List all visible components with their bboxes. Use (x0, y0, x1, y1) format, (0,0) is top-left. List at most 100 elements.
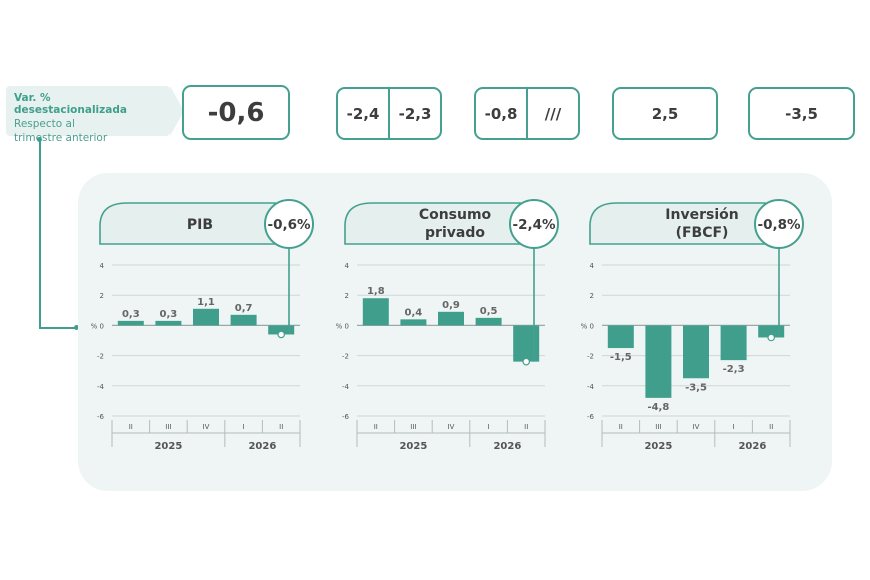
summary-value: -0,6 (207, 97, 265, 128)
y-axis-unit: % (336, 322, 343, 330)
y-tick-label: -4 (97, 383, 105, 391)
summary-box-5: -3,5 (748, 87, 855, 140)
chart-header-tab (344, 202, 521, 245)
highlight-marker (277, 330, 286, 339)
bar (155, 320, 182, 326)
x-tick-label: III (165, 423, 171, 431)
bar-value-label: 0,5 (480, 306, 498, 317)
highlight-value: -0,6% (267, 217, 311, 233)
y-tick-label: -2 (587, 353, 594, 361)
y-tick-label: -6 (587, 413, 595, 421)
x-tick-label: II (769, 423, 773, 431)
y-tick-label: -2 (342, 353, 349, 361)
series-label-arrow (170, 86, 184, 136)
bar-value-label: -3,5 (685, 382, 707, 393)
bar (268, 325, 295, 335)
connector-dot-top (37, 137, 42, 142)
connector-line-horizontal (39, 327, 76, 329)
bar (645, 325, 672, 398)
highlight-value: -0,8% (757, 217, 801, 233)
x-tick-label: II (279, 423, 283, 431)
highlight-value: -2,4% (512, 217, 556, 233)
bar (758, 325, 785, 338)
y-tick-label: 4 (590, 262, 595, 270)
y-tick-label: 0 (590, 322, 594, 330)
bar-value-label: 0,3 (160, 309, 178, 320)
x-tick-label: II (619, 423, 623, 431)
bar (438, 311, 464, 326)
bar-value-label: -2,3 (723, 364, 745, 375)
x-tick-label: III (410, 423, 416, 431)
bar-value-label: 1,1 (197, 297, 215, 308)
x-tick-label: I (733, 423, 735, 431)
bar (230, 314, 257, 326)
year-label: 2025 (644, 441, 672, 452)
year-label: 2026 (493, 441, 521, 452)
bar (117, 320, 144, 326)
bar (720, 325, 747, 361)
connector-dot-end (74, 325, 79, 330)
summary-value: /// (526, 89, 578, 138)
y-tick-label: -2 (97, 353, 104, 361)
series-label-box: Var. % desestacionalizada Respecto al tr… (6, 86, 170, 144)
summary-value: 2,5 (651, 104, 679, 123)
chart-title-line2: (FBCF) (676, 225, 729, 241)
x-tick-label: IV (448, 423, 455, 431)
x-tick-label: II (374, 423, 378, 431)
bar (683, 325, 709, 379)
bar (475, 317, 502, 326)
series-label-subtitle-1: Respecto al (14, 118, 75, 130)
y-tick-label: -4 (587, 383, 595, 391)
bar-value-label: 0,7 (235, 303, 253, 314)
chart-title-line1: Consumo (419, 207, 492, 223)
y-tick-label: 0 (345, 322, 349, 330)
summary-box-pib: -0,6 (182, 85, 290, 140)
y-tick-label: 2 (345, 292, 349, 300)
summary-box-4: 2,5 (612, 87, 718, 140)
year-label: 2026 (248, 441, 276, 452)
chart-title: PIB (187, 217, 213, 233)
summary-value: -0,8 (484, 104, 518, 123)
x-tick-label: II (129, 423, 133, 431)
x-tick-label: III (655, 423, 661, 431)
chart-header-tab (589, 202, 766, 245)
bar-value-label: 0,4 (405, 307, 423, 318)
bar (513, 325, 540, 362)
summary-value: -2,3 (388, 89, 440, 138)
bar-value-label: -4,8 (647, 402, 669, 413)
highlight-marker (522, 357, 531, 366)
x-tick-label: I (488, 423, 490, 431)
y-tick-label: 0 (100, 322, 104, 330)
y-tick-label: 4 (345, 262, 350, 270)
x-tick-label: IV (203, 423, 210, 431)
y-axis-unit: % (91, 322, 98, 330)
y-tick-label: -4 (342, 383, 350, 391)
highlight-marker (767, 333, 776, 342)
x-tick-label: II (524, 423, 528, 431)
y-tick-label: -6 (342, 413, 350, 421)
chart-header-tab (99, 202, 276, 245)
bar-value-label: 1,8 (367, 286, 385, 297)
bar-value-label: -1,5 (610, 352, 632, 363)
y-tick-label: 2 (590, 292, 594, 300)
bar (607, 325, 634, 349)
y-tick-label: 4 (100, 262, 105, 270)
series-label-title: Var. % desestacionalizada (14, 92, 127, 116)
year-label: 2026 (738, 441, 766, 452)
bar-value-label: 0,3 (122, 309, 140, 320)
summary-box-consumo: -2,4 -2,3 (336, 87, 442, 140)
y-tick-label: 2 (100, 292, 104, 300)
summary-value: -2,4 (346, 104, 380, 123)
summary-value: -3,5 (785, 104, 818, 123)
bar (193, 308, 219, 326)
chart-title-line2: privado (425, 225, 485, 241)
connector-line-vertical (39, 139, 41, 328)
bar (400, 319, 427, 326)
bar-value-label: 0,9 (442, 300, 460, 311)
chart-title-line1: Inversión (665, 207, 738, 223)
y-axis-unit: % (581, 322, 588, 330)
x-tick-label: I (243, 423, 245, 431)
year-label: 2025 (154, 441, 182, 452)
bar (362, 298, 389, 326)
